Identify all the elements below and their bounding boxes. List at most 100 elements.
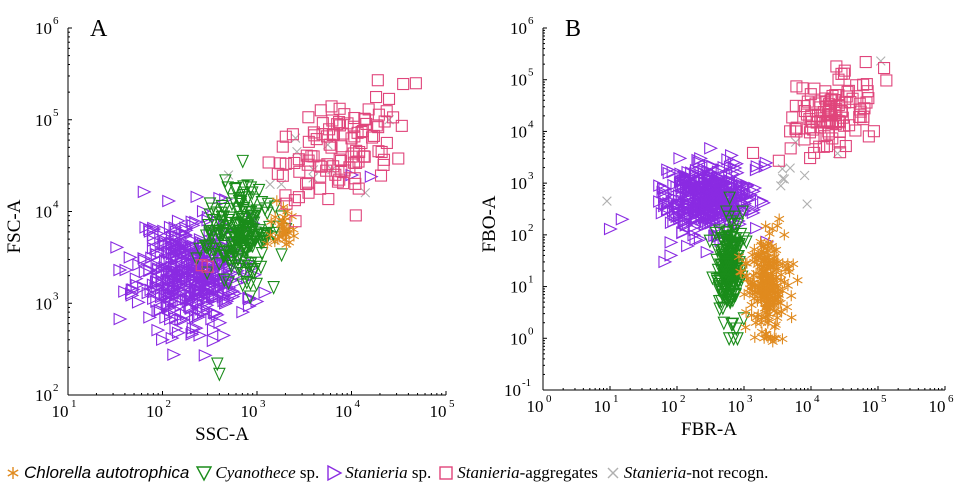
data-point — [355, 126, 368, 139]
data-point — [320, 164, 333, 177]
data-point — [371, 74, 384, 87]
data-point — [370, 90, 383, 104]
data-point — [237, 186, 251, 201]
data-point — [701, 217, 716, 231]
x-tick-exponent: 0 — [546, 393, 552, 405]
data-point — [728, 239, 742, 254]
data-point — [172, 241, 187, 254]
data-point — [746, 146, 760, 159]
data-point — [323, 138, 336, 151]
data-point — [190, 252, 203, 267]
data-point — [723, 192, 738, 206]
data-point — [688, 177, 703, 191]
data-point — [275, 248, 288, 263]
data-point — [292, 191, 305, 204]
y-tick-exponent: 4 — [53, 199, 59, 211]
data-point — [740, 321, 751, 333]
data-point — [720, 275, 734, 290]
data-point — [686, 207, 701, 221]
data-point — [830, 60, 843, 73]
data-point — [191, 296, 206, 310]
y-axis-label: FBO-A — [479, 195, 500, 252]
data-point — [167, 264, 182, 277]
y-tick-label: 10 — [504, 381, 521, 400]
data-point — [349, 177, 362, 190]
y-tick-exponent: 0 — [528, 325, 534, 337]
data-point — [709, 222, 724, 235]
data-point — [662, 166, 677, 180]
data-point — [763, 237, 774, 249]
y-tick-label: 10 — [510, 19, 527, 38]
data-point — [772, 312, 783, 324]
data-point — [279, 130, 292, 143]
data-point — [822, 125, 835, 138]
data-point — [189, 215, 204, 229]
data-point — [825, 109, 838, 122]
data-point — [241, 221, 255, 235]
data-point — [223, 252, 237, 267]
data-point — [209, 306, 223, 320]
data-point — [723, 191, 736, 206]
data-point — [723, 265, 736, 280]
data-point — [790, 125, 803, 138]
data-point — [229, 182, 243, 196]
data-point — [668, 208, 683, 222]
data-point — [143, 311, 158, 324]
data-point — [762, 309, 773, 321]
y-tick-exponent: 5 — [528, 67, 534, 79]
data-point — [602, 196, 612, 206]
y-tick-label: 10 — [35, 111, 52, 130]
data-point — [236, 305, 251, 319]
data-point — [267, 281, 280, 295]
data-point — [672, 197, 687, 211]
data-point — [790, 121, 803, 134]
data-point — [374, 169, 388, 182]
data-point — [779, 174, 790, 184]
data-point — [659, 188, 674, 202]
data-point — [161, 245, 176, 259]
data-point — [759, 293, 770, 305]
data-point — [162, 288, 177, 302]
legend-item-cyanothece: Cyanothece sp. — [195, 463, 319, 483]
data-point — [736, 205, 749, 220]
data-point — [119, 263, 134, 277]
panel-b-scatter-plot: 10 0 10 1 10 2 10 3 10 4 10 5 10 610 -110 010 110 210 310 4… — [479, 15, 954, 440]
data-point — [819, 85, 832, 98]
data-point — [756, 317, 767, 329]
data-point — [803, 113, 816, 126]
data-point — [829, 118, 842, 131]
data-point — [352, 182, 365, 195]
y-tick-exponent: 5 — [53, 107, 59, 119]
data-point — [733, 251, 745, 263]
data-point — [213, 316, 228, 330]
data-point — [162, 194, 177, 208]
legend-label-stanieria-plain: sp. — [407, 463, 432, 482]
data-point — [749, 282, 760, 294]
data-point — [380, 136, 393, 149]
data-point — [775, 297, 786, 309]
data-point — [799, 170, 810, 181]
data-point — [747, 285, 758, 297]
data-point — [737, 312, 751, 327]
data-point — [333, 153, 346, 166]
data-point — [302, 154, 315, 167]
data-point — [364, 170, 379, 183]
x-tick-exponent: 5 — [449, 398, 455, 410]
data-point — [244, 277, 257, 291]
y-tick-label: 10 — [510, 226, 527, 245]
data-point — [258, 286, 273, 299]
series-stanieria-aggregates — [195, 74, 422, 273]
data-point — [853, 110, 866, 123]
data-point — [750, 221, 764, 235]
data-point — [245, 186, 259, 201]
y-tick-exponent: 4 — [528, 118, 534, 130]
data-point — [293, 165, 306, 178]
y-tick-label: 10 — [35, 203, 52, 222]
x-marker-icon — [607, 467, 619, 479]
data-point — [698, 218, 713, 231]
data-point — [150, 272, 165, 285]
data-point — [193, 328, 208, 342]
data-point — [314, 182, 327, 195]
y-tick-label: 10 — [510, 329, 527, 348]
x-tick-exponent: 3 — [260, 398, 266, 410]
